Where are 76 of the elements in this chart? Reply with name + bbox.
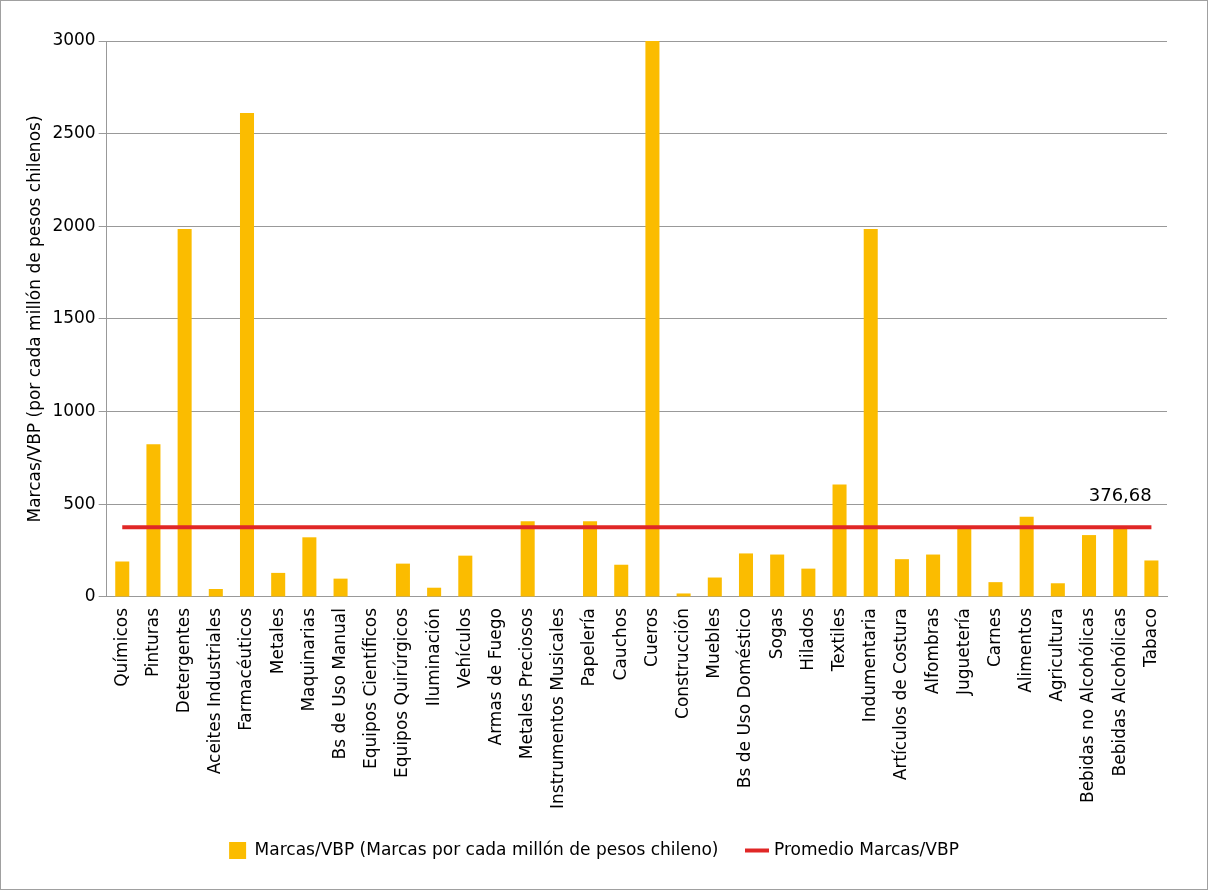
bar (957, 528, 972, 597)
bar (1050, 583, 1065, 597)
bar (115, 561, 130, 597)
y-tick-label: 0 (84, 585, 96, 606)
y-tick-label: 1000 (52, 400, 96, 421)
x-tick-label: Hilados (796, 607, 817, 671)
bar (801, 568, 816, 597)
x-tick-label: Artículos de Costura (890, 607, 911, 781)
x-tick-label: Iluminación (422, 607, 443, 707)
legend-label: Promedio Marcas/VBP (773, 838, 959, 859)
bar (271, 572, 286, 597)
bar (1019, 516, 1034, 597)
y-tick-label: 2500 (52, 122, 96, 143)
x-tick-label: Sogas (765, 607, 786, 660)
x-tick-label: Químicos (110, 607, 131, 687)
x-tick-label: Vehículos (453, 607, 474, 689)
x-tick-label: Equipos Quirúrgicos (391, 607, 412, 778)
bar (177, 229, 192, 597)
bar (863, 229, 878, 597)
x-tick-label: Metales Preciosos (516, 607, 537, 760)
y-axis-title: Marcas/VBP (por cada millón de pesos chilenos) (23, 115, 44, 523)
bar (427, 587, 442, 597)
bar (614, 564, 629, 597)
x-tick-label: Bebidas Alcohólicas (1108, 607, 1129, 777)
x-tick-label: Pinturas (141, 607, 162, 678)
x-tick-label: Muebles (703, 607, 724, 679)
x-tick-label: Aceites Industriales (204, 607, 225, 775)
bar (1082, 535, 1097, 597)
bar (458, 555, 473, 597)
x-tick-label: Cueros (640, 607, 661, 667)
bar (395, 563, 410, 597)
bar (1144, 560, 1159, 597)
x-tick-label: Carnes (983, 607, 1004, 668)
bar (707, 577, 722, 597)
x-tick-label: Bs de Uso Doméstico (734, 607, 755, 789)
bar (208, 589, 223, 597)
x-tick-label: Agricultura (1046, 607, 1067, 702)
bar (770, 554, 785, 597)
bar (894, 559, 909, 597)
bar (520, 521, 535, 597)
x-tick-label: Metales (266, 607, 287, 675)
x-tick-label: Juguetería (952, 607, 973, 697)
annotation: 376,68 (1088, 483, 1152, 505)
x-tick-label: Bs de Uso Manual (328, 607, 349, 760)
y-tick-label: 1500 (52, 307, 96, 328)
x-tick-label: Maquinarias (297, 607, 318, 712)
bar (302, 537, 317, 597)
bar (738, 553, 753, 597)
x-tick-label: Farmacéuticos (235, 607, 256, 731)
x-tick-label: Papelería (578, 607, 599, 687)
bar (645, 41, 660, 597)
y-tick-label: 500 (63, 492, 96, 513)
x-tick-label: Detergentes (173, 607, 194, 714)
y-tick-label: 2000 (52, 214, 96, 235)
y-tick-label: 3000 (52, 29, 96, 50)
x-tick-label: Equipos Científicos (360, 607, 381, 769)
bar (676, 593, 691, 597)
x-tick-label: Indumentaria (859, 607, 880, 723)
bar (832, 484, 847, 597)
x-tick-label: Construcción (672, 607, 693, 719)
bar (1113, 528, 1128, 597)
x-tick-label: Alimentos (1015, 607, 1036, 693)
bar (146, 444, 161, 597)
x-tick-label: Tabaco (1139, 607, 1160, 668)
bar (239, 112, 255, 597)
bar (926, 554, 941, 597)
legend-label: Marcas/VBP (Marcas por cada millón de pesos chileno) (254, 838, 719, 859)
x-tick-label: Textiles (827, 607, 848, 673)
x-tick-label: Armas de Fuego (484, 607, 505, 746)
x-tick-label: Instrumentos Musicales (547, 607, 568, 810)
bar (583, 521, 598, 597)
x-tick-label: Bebidas no Alcohólicas (1077, 607, 1098, 804)
bar (333, 578, 348, 597)
bar (988, 582, 1003, 597)
x-tick-label: Cauchos (609, 607, 630, 681)
x-tick-label: Alfombras (921, 607, 942, 695)
